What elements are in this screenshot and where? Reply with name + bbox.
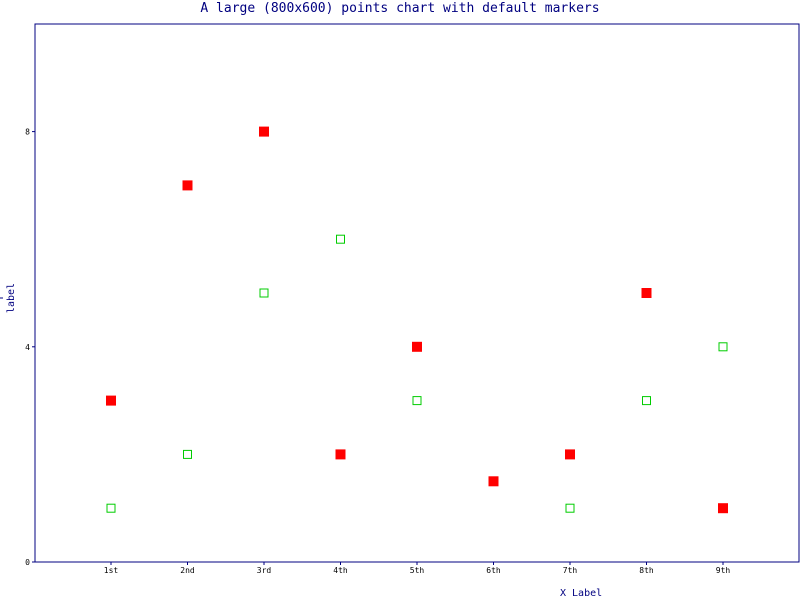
data-point-filled — [488, 476, 499, 487]
chart-title: A large (800x600) points chart with defa… — [200, 1, 600, 16]
data-point-hollow — [336, 234, 345, 244]
data-point-filled — [565, 449, 575, 460]
y-tick-label: 4 — [25, 343, 30, 352]
x-tick-label: 2nd — [180, 566, 195, 575]
data-point-hollow — [412, 396, 422, 406]
y-tick-label: 0 — [25, 558, 30, 567]
data-point-hollow — [259, 288, 269, 298]
x-axis-label: X Label — [560, 588, 603, 599]
data-point-filled — [718, 503, 728, 514]
data-point-filled — [182, 180, 193, 191]
data-point-filled — [335, 449, 346, 460]
x-tick-label: 1st — [104, 566, 119, 575]
data-point-filled — [259, 126, 269, 137]
data-point-filled — [641, 288, 652, 298]
y-tick-label: 8 — [25, 128, 30, 137]
data-point-hollow — [106, 503, 116, 513]
x-tick-label: 9th — [716, 566, 731, 575]
plot-frame — [34, 23, 800, 563]
x-tick-label: 4th — [333, 566, 348, 575]
x-tick-label: 6th — [486, 566, 501, 575]
data-point-filled — [412, 341, 422, 352]
x-tick-label: 8th — [639, 566, 654, 575]
y-axis-label: Y label — [0, 282, 17, 314]
x-tick-label: 7th — [563, 566, 578, 575]
x-tick-label: 3rd — [257, 566, 272, 575]
data-point-hollow — [183, 449, 192, 459]
x-tick-label: 5th — [410, 566, 425, 575]
data-point-filled — [106, 395, 116, 406]
data-point-hollow — [565, 503, 575, 513]
data-point-hollow — [718, 342, 728, 352]
data-point-hollow — [642, 396, 651, 406]
